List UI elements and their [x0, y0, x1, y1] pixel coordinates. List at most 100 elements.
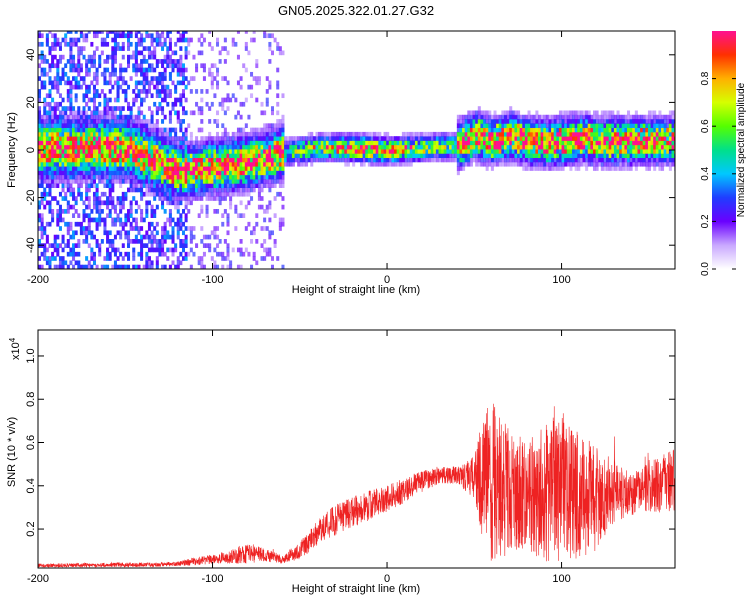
spectrogram-cell — [174, 179, 178, 184]
spectrogram-cell — [98, 101, 102, 107]
spectrogram-cell — [200, 127, 204, 133]
spectrogram-cell — [370, 161, 374, 167]
spectrogram-cell — [90, 153, 94, 159]
spectrogram-cell — [147, 157, 151, 163]
spectrogram-cell — [145, 256, 149, 261]
spectrogram-cell — [619, 131, 623, 137]
spectrogram-cell — [106, 101, 110, 107]
spectrogram-cell — [514, 127, 518, 133]
spectrogram-cell — [221, 264, 225, 269]
spectrogram-cell — [349, 157, 353, 163]
spectrogram-cell — [53, 101, 57, 107]
spectrogram-cell — [655, 131, 659, 137]
spectrogram-cell — [218, 196, 222, 201]
spectrogram-cell — [51, 84, 55, 90]
spectrogram-cell — [85, 37, 89, 43]
spectrogram-cell — [108, 80, 112, 86]
spectrogram-cell — [538, 166, 542, 171]
spectrogram-cell — [383, 144, 387, 150]
spectrogram-cell — [276, 157, 280, 163]
spectrogram-cell — [195, 179, 199, 184]
spectrogram-cell — [517, 157, 521, 163]
spectrogram-cell — [231, 179, 235, 184]
spectrogram-cell — [430, 131, 434, 137]
spectrogram-cell — [318, 149, 322, 154]
spectrogram-cell — [66, 264, 70, 269]
spectrogram-cell — [82, 54, 86, 60]
spectrogram-cell — [632, 114, 636, 120]
spectrogram-cell — [90, 63, 94, 69]
spectrogram-cell — [127, 46, 131, 51]
spectrogram-cell — [551, 114, 555, 120]
spectrogram-cell — [161, 63, 165, 69]
spectrogram-cell — [82, 230, 86, 236]
spectrogram-cell — [61, 153, 65, 159]
spectrogram-cell — [239, 140, 243, 146]
spectrogram-cell — [449, 140, 453, 146]
spectrogram-cell — [45, 247, 49, 253]
spectrogram-cell — [111, 157, 115, 163]
spectrogram-cell — [200, 110, 204, 116]
spectrogram-cell — [48, 264, 52, 269]
spectrogram-cell — [634, 157, 638, 163]
spectrogram-cell — [328, 149, 332, 154]
spectrogram-cell — [642, 136, 646, 141]
spectrogram-cell — [344, 157, 348, 163]
spectrogram-cell — [119, 221, 123, 227]
spectrogram-cell — [158, 187, 162, 193]
spectrogram-cell — [189, 200, 193, 206]
spectrogram-cell — [577, 123, 581, 129]
spectrogram-cell — [179, 33, 183, 39]
spectrogram-cell — [121, 149, 125, 154]
spectrogram-cell — [263, 33, 267, 39]
spectrogram-cell — [202, 179, 206, 184]
spectrogram-cell — [260, 131, 264, 137]
spectrogram-cell — [90, 114, 94, 120]
spectrogram-cell — [331, 157, 335, 163]
spectrogram-cell — [77, 50, 81, 56]
spectrogram-cell — [210, 230, 214, 236]
spectrogram-cell — [216, 183, 220, 188]
spectrogram-cell — [433, 144, 437, 150]
snr-y-multiplier-exp: 4 — [8, 337, 17, 342]
spectrogram-cell — [82, 144, 86, 150]
spectrogram-cell — [477, 149, 481, 154]
spectrogram-cell — [234, 157, 238, 163]
spectrogram-cell — [121, 166, 125, 171]
spectrogram-cell — [582, 149, 586, 154]
spectrogram-cell — [64, 221, 68, 227]
spectrogram-cell — [661, 149, 665, 154]
spectrogram-cell — [113, 204, 117, 210]
spectrogram-cell — [344, 153, 348, 159]
spectrogram-cell — [163, 71, 167, 77]
spectrogram-cell — [231, 144, 235, 150]
spectrogram-cell — [95, 119, 99, 124]
spectrogram-cell — [176, 260, 180, 266]
spectrogram-cell — [166, 256, 170, 261]
spectrogram-cell — [87, 119, 91, 124]
spectrogram-cell — [134, 226, 138, 231]
spectrogram-cell — [111, 239, 115, 244]
spectrogram-cell — [388, 157, 392, 163]
spectrogram-cell — [527, 114, 531, 120]
spectrogram-cell — [72, 213, 76, 218]
spectrogram-cell — [176, 136, 180, 141]
spectrogram-cell — [145, 174, 149, 180]
spectrogram-cell — [106, 31, 110, 34]
spectrogram-cell — [77, 71, 81, 77]
spectrogram-cell — [155, 179, 159, 184]
spectrogram-cell — [569, 157, 573, 163]
spectrogram-cell — [603, 110, 607, 116]
spectrogram-cell — [161, 243, 165, 248]
spectrogram-cell — [66, 239, 70, 244]
spectrogram-cell — [98, 217, 102, 223]
spectrogram-cell — [493, 161, 497, 167]
spectrogram-cell — [179, 63, 183, 69]
spectrogram-cell — [250, 174, 254, 180]
spectrogram-cell — [278, 46, 282, 51]
spectrogram-cell — [472, 144, 476, 150]
spectrogram-cell — [422, 149, 426, 154]
spectrogram-cell — [147, 149, 151, 154]
spectrogram-cell — [263, 170, 267, 176]
spectrogram-cell — [590, 114, 594, 120]
